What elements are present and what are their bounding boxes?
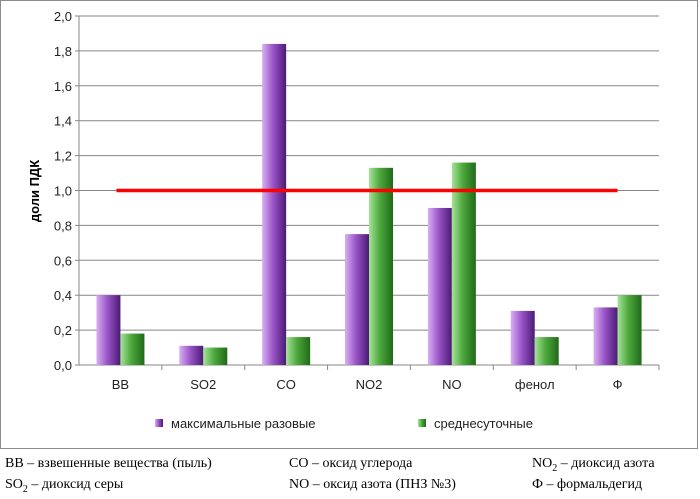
x-tick-label: ВВ (112, 377, 129, 392)
footnote-vv: ВВ – взвешенные вещества (пыль) (5, 456, 212, 471)
footnote-so2-main: SO (5, 477, 23, 492)
bar-avg (369, 167, 393, 365)
bar-avg (617, 295, 642, 365)
bar-max (96, 295, 121, 365)
footnote-co: CO – оксид углерода (289, 456, 413, 471)
footnote-no2-rest: – диоксид азота (557, 456, 655, 471)
y-tick-label: 0,4 (54, 288, 72, 303)
bar-chart: 0,0 0,2 0,4 0,6 0,8 1,0 1,2 1,4 1,6 1,8 2,0 ВВ SO2 CO… (27, 9, 660, 431)
bar-avg (203, 347, 228, 365)
bar-max (345, 234, 369, 365)
y-tick-label: 0,8 (54, 218, 72, 233)
bar-avg (451, 162, 476, 365)
y-tick-label: 1,2 (54, 149, 72, 164)
bar-avg (286, 337, 311, 365)
legend-swatch-avg (418, 419, 426, 427)
bars (96, 43, 642, 366)
x-tick-label: CO (276, 377, 296, 392)
footnote-no2-sub: 2 (552, 462, 558, 474)
footnotes: ВВ – взвешенные вещества (пыль) CO – окс… (0, 453, 700, 499)
bar-max (262, 43, 287, 366)
x-tick-label: фенол (515, 377, 555, 392)
bar-max (510, 310, 535, 365)
bar-avg (120, 333, 145, 365)
tick-labels: 0,0 0,2 0,4 0,6 0,8 1,0 1,2 1,4 1,6 1,8 2,0 ВВ SO2 CO… (54, 9, 623, 392)
legend: максимальные разовые среднесуточные (155, 416, 533, 431)
footnote-so2: SO2 – диоксид серы (5, 477, 123, 495)
y-tick-label: 2,0 (54, 9, 72, 24)
bar-max (593, 307, 618, 365)
y-tick-label: 1,0 (54, 184, 72, 199)
footnote-so2-rest: – диоксид серы (27, 477, 124, 492)
x-tick-label: SO2 (190, 377, 216, 392)
footnote-f: Ф – формальдегид (532, 477, 643, 492)
bar-max (427, 207, 452, 365)
y-tick-label: 0,6 (54, 253, 72, 268)
x-tick-label: NO2 (356, 377, 383, 392)
bar-max (179, 345, 204, 365)
y-tick-label: 0,2 (54, 323, 72, 338)
y-axis-label: доли ПДК (27, 160, 42, 222)
y-tick-label: 1,6 (54, 79, 72, 94)
bar-avg (534, 337, 559, 365)
y-tick-label: 1,4 (54, 114, 72, 129)
y-tick-label: 1,8 (54, 44, 72, 59)
legend-label-max: максимальные разовые (171, 416, 316, 431)
footnote-no2-main: NO (532, 456, 553, 471)
x-tick-label: NO (442, 377, 462, 392)
chart-frame: 0,0 0,2 0,4 0,6 0,8 1,0 1,2 1,4 1,6 1,8 2,0 ВВ SO2 CO… (0, 0, 698, 449)
footnote-no2: NO2 – диоксид азота (532, 456, 655, 474)
x-tick-label: Ф (613, 377, 623, 392)
footnote-so2-sub: 2 (22, 483, 28, 495)
legend-label-avg: среднесуточные (434, 416, 533, 431)
legend-swatch-max (155, 419, 163, 427)
footnote-no: NO – оксид азота (ПНЗ №3) (289, 477, 456, 492)
y-tick-label: 0,0 (54, 358, 72, 373)
